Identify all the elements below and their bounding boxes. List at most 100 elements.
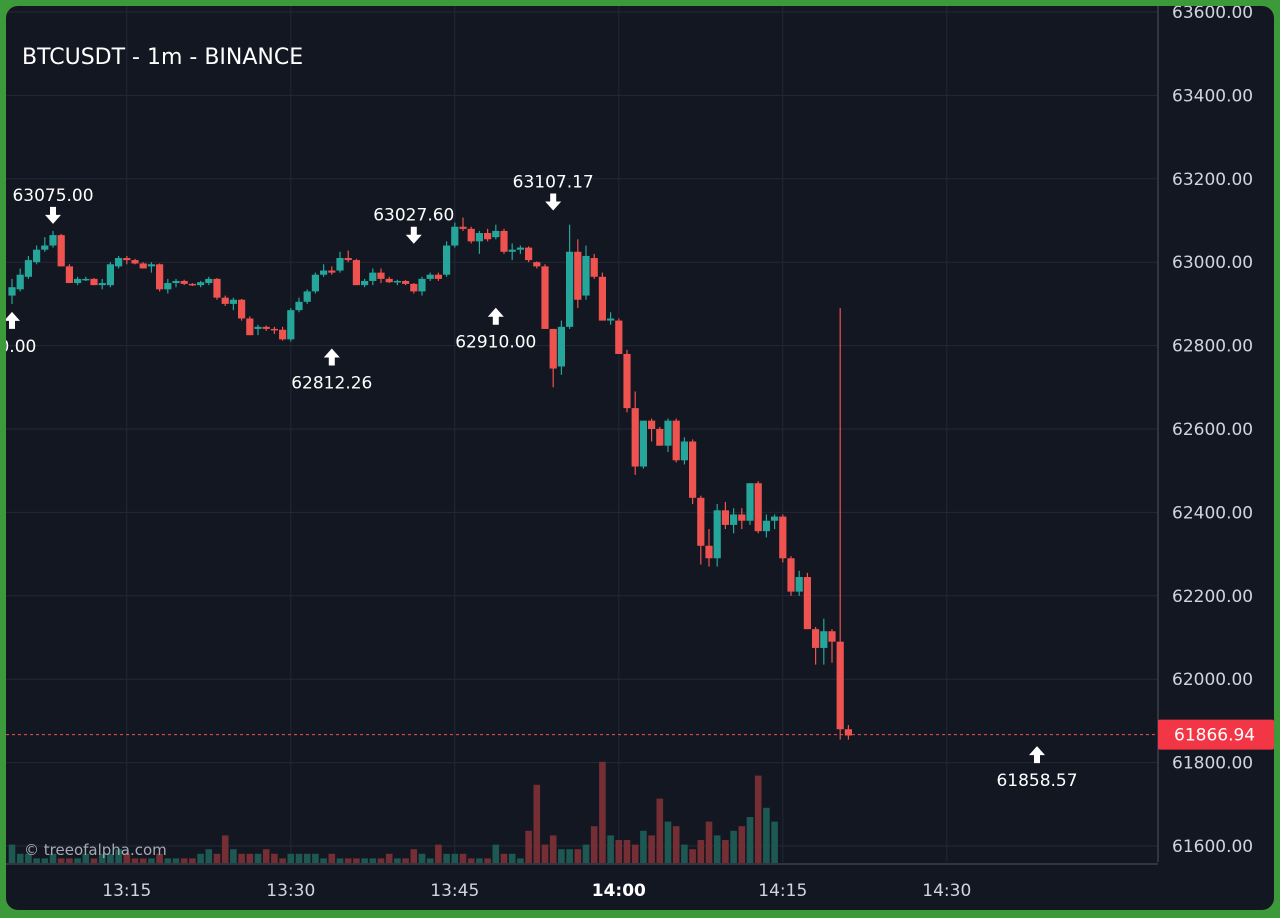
candle-body xyxy=(689,441,697,498)
volume-bar xyxy=(320,858,327,863)
candle-body xyxy=(779,516,787,559)
candle-body xyxy=(8,287,16,296)
volume-bar xyxy=(582,844,590,863)
volume-bar xyxy=(66,858,73,863)
volume-bar xyxy=(8,844,16,863)
volume-bar xyxy=(459,853,467,863)
price-tick-label: 63000.00 xyxy=(1172,253,1253,273)
arrow-down-icon xyxy=(545,193,562,211)
volume-bar xyxy=(541,844,549,863)
candle-body xyxy=(762,520,770,532)
candle-body xyxy=(172,280,180,284)
volume-bar xyxy=(713,835,721,863)
candle-body xyxy=(180,280,188,284)
volume-bar xyxy=(426,858,434,863)
candle-body xyxy=(787,558,795,592)
candle-body xyxy=(697,497,705,546)
volume-bar xyxy=(615,840,623,863)
volume-bar xyxy=(640,830,647,863)
candle-body xyxy=(484,233,492,240)
price-tick-label: 63400.00 xyxy=(1172,86,1253,106)
candle-body xyxy=(262,326,270,329)
volume-bar xyxy=(508,853,516,863)
candle-body xyxy=(139,263,147,269)
volume-bar xyxy=(705,821,713,863)
candle-body xyxy=(803,577,811,630)
volume-bar xyxy=(25,853,32,863)
price-tick-label: 62600.00 xyxy=(1172,420,1253,440)
candle-body xyxy=(156,264,164,290)
candle-body xyxy=(164,283,172,290)
volume-bar xyxy=(525,830,532,863)
arrow-up-icon xyxy=(487,307,504,325)
candle-body xyxy=(295,301,303,311)
volume-bar xyxy=(49,853,57,863)
candlestick-chart[interactable]: 00.00 63075.00 62812.26 63027.60 62910.00 631… xyxy=(6,6,1274,910)
volume-bar xyxy=(303,853,311,863)
arrow-down-icon xyxy=(405,226,422,244)
volume-bar xyxy=(672,826,680,863)
candle-body xyxy=(443,245,451,275)
candle-body xyxy=(828,631,836,642)
time-tick-label: 13:15 xyxy=(102,881,151,901)
candles xyxy=(8,217,852,740)
candle-body xyxy=(213,278,221,298)
price-tick-label: 61800.00 xyxy=(1172,754,1253,774)
candle-body xyxy=(352,260,360,286)
candle-body xyxy=(41,245,49,250)
volume-bar xyxy=(476,858,483,863)
candle-body xyxy=(648,420,656,429)
candle-body xyxy=(771,516,779,521)
candle-body xyxy=(754,483,762,532)
annotation-label: 63107.17 xyxy=(513,173,594,193)
price-tick-label: 62400.00 xyxy=(1172,503,1253,523)
volume-bar xyxy=(771,821,778,863)
candle-body xyxy=(229,299,237,304)
volume-bar xyxy=(156,853,163,863)
candle-body xyxy=(279,329,287,340)
price-tick-label: 62000.00 xyxy=(1172,670,1253,690)
candle-body xyxy=(254,326,262,329)
volume-bar xyxy=(722,840,729,863)
annotations: 00.00 63075.00 62812.26 63027.60 62910.00 631… xyxy=(6,173,1078,791)
candle-body xyxy=(459,226,467,229)
annotation-label: 61858.57 xyxy=(996,771,1077,791)
price-tick-label: 61600.00 xyxy=(1172,837,1253,857)
candle-body xyxy=(730,514,738,525)
volume-bar xyxy=(418,853,426,863)
price-tick-label: 62800.00 xyxy=(1172,337,1253,357)
candle-body xyxy=(533,262,541,267)
volume-bar xyxy=(500,853,508,863)
volume-bar xyxy=(197,853,204,863)
time-tick-label: 14:30 xyxy=(922,881,971,901)
volume-bar xyxy=(763,807,770,863)
volume-bar xyxy=(230,849,237,863)
volume-bar xyxy=(517,858,524,863)
volume-bar xyxy=(599,761,606,863)
candle-body xyxy=(492,230,500,238)
annotation-label: 00.00 xyxy=(6,337,36,357)
volume-bar xyxy=(336,858,344,863)
candle-body xyxy=(590,258,598,277)
volume-bar xyxy=(607,835,614,863)
candle-body xyxy=(418,278,426,292)
candle-body xyxy=(631,408,639,467)
volume-bar xyxy=(377,858,385,863)
volume-bar xyxy=(451,853,459,863)
candle-body xyxy=(24,260,32,277)
volume-bar xyxy=(394,858,401,863)
candle-body xyxy=(598,276,606,321)
candle-body xyxy=(434,274,442,279)
time-tick-label: 14:15 xyxy=(758,881,807,901)
time-tick-label: 13:30 xyxy=(266,881,315,901)
volume-bar xyxy=(98,853,106,863)
arrow-up-icon xyxy=(6,311,20,329)
volume-bar xyxy=(385,853,393,863)
candle-body xyxy=(385,278,393,283)
volume-bar xyxy=(271,853,278,863)
last-price-label: 61866.94 xyxy=(1174,726,1255,746)
volume-bar xyxy=(74,858,81,863)
volume-bar xyxy=(533,784,541,863)
candle-body xyxy=(820,631,828,648)
candle-body xyxy=(615,320,623,354)
